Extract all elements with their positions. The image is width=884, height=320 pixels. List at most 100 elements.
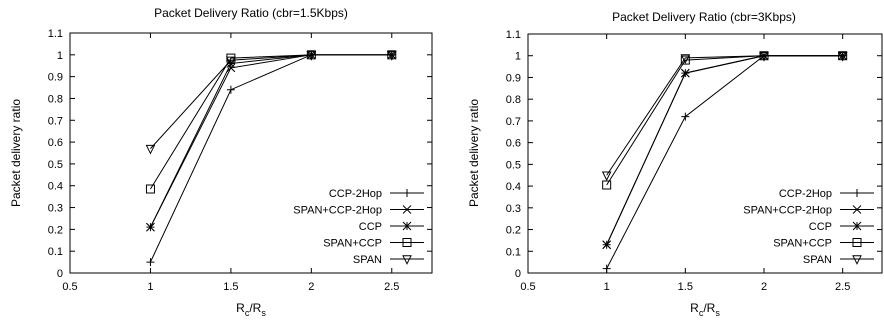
chart-left-legend: CCP-2Hop SPAN+CCP-2Hop CCP SPAN+CCP SPAN xyxy=(293,188,424,266)
legend-label: SPAN xyxy=(353,254,382,266)
series-line-span xyxy=(606,55,843,176)
data-point-ccp-2hop xyxy=(602,264,611,273)
x-tick-label: 2 xyxy=(761,281,767,293)
data-point-ccp xyxy=(602,240,612,250)
series-span xyxy=(145,51,397,155)
y-tick-label: 0.5 xyxy=(506,159,521,171)
series-line-ccp-2hop xyxy=(149,54,392,263)
series-span-ccp-2hop xyxy=(602,51,848,250)
y-tick-label: 0.6 xyxy=(48,137,63,149)
legend-item-span: SPAN xyxy=(803,254,874,266)
legend-item-span-ccp-2hop: SPAN+CCP-2Hop xyxy=(743,205,874,217)
series-line-span-ccp xyxy=(606,55,843,186)
chart-left-series xyxy=(145,50,397,267)
legend-label: CCP xyxy=(359,221,382,233)
legend-item-ccp: CCP xyxy=(359,221,424,233)
y-tick-label: 0.7 xyxy=(48,115,63,127)
x-tick-label: 1.5 xyxy=(678,281,693,293)
data-point-ccp-2hop xyxy=(681,112,690,121)
y-tick-label: 0 xyxy=(515,268,521,280)
chart-right-series xyxy=(601,51,848,273)
legend-marker xyxy=(403,189,411,197)
legend-marker xyxy=(852,255,862,265)
data-point-span xyxy=(680,54,691,64)
legend-item-span-ccp: SPAN+CCP xyxy=(323,238,424,250)
chart-right-x-ticks: 0.5 1 1.5 2 2.5 xyxy=(520,34,850,293)
y-tick-label: 0.7 xyxy=(506,116,521,128)
legend-label: CCP-2Hop xyxy=(779,188,832,200)
y-tick-label: 1.1 xyxy=(506,29,521,41)
legend-label: SPAN+CCP-2Hop xyxy=(293,205,382,217)
legend-item-ccp: CCP xyxy=(809,221,874,233)
legend-marker xyxy=(402,221,412,231)
y-tick-label: 1.1 xyxy=(48,28,63,40)
y-tick-label: 0.1 xyxy=(48,246,63,258)
chart-left-y-ticks: 0 0.1 0.2 0.3 0.4 0.5 0.6 0.7 0.8 0.9 1 1.1 xyxy=(48,28,432,280)
x-tick-label: 0.5 xyxy=(520,281,535,293)
data-point-span xyxy=(226,56,236,67)
legend-item-span: SPAN xyxy=(353,254,424,266)
data-point-span xyxy=(837,52,848,62)
y-tick-label: 0.8 xyxy=(506,94,521,106)
y-tick-label: 0.3 xyxy=(48,203,63,215)
data-point-span xyxy=(386,51,397,61)
chart-right-x-axis-label: Rc/Rs xyxy=(690,301,720,318)
data-point-span xyxy=(306,51,317,61)
y-tick-label: 0.9 xyxy=(48,72,63,84)
data-point-ccp-2hop xyxy=(146,258,155,267)
series-line-span xyxy=(150,54,392,149)
data-point-span-ccp xyxy=(145,184,155,194)
x-tick-label: 1 xyxy=(604,281,610,293)
y-tick-label: 0 xyxy=(57,268,63,280)
series-line-ccp xyxy=(149,54,392,228)
y-tick-label: 0.4 xyxy=(506,181,521,193)
legend-marker xyxy=(402,205,412,214)
series-span-ccp xyxy=(602,51,848,190)
data-point-span xyxy=(759,52,769,62)
y-tick-label: 1 xyxy=(515,51,521,63)
y-tick-label: 1 xyxy=(57,50,63,62)
y-tick-label: 0.6 xyxy=(506,138,521,150)
legend-marker xyxy=(402,255,412,265)
data-point-span xyxy=(145,144,156,155)
series-span xyxy=(601,52,848,182)
chart-left-y-axis-label: Packet delivery ratio xyxy=(9,99,23,207)
legend-item-ccp-2hop: CCP-2Hop xyxy=(779,188,874,200)
y-tick-label: 0.3 xyxy=(506,203,521,215)
data-point-ccp xyxy=(680,68,690,78)
y-tick-label: 0.1 xyxy=(506,246,521,258)
y-tick-label: 0.4 xyxy=(48,181,63,193)
data-point-span-ccp xyxy=(680,55,690,65)
legend-marker xyxy=(853,189,861,197)
data-point-span xyxy=(601,171,612,182)
x-tick-label: 2 xyxy=(308,281,314,293)
data-point-ccp-2hop xyxy=(226,85,235,94)
chart-left-title: Packet Delivery Ratio (cbr=1.5Kbps) xyxy=(154,6,348,20)
y-tick-label: 0.5 xyxy=(48,159,63,171)
x-tick-label: 1.5 xyxy=(223,281,238,293)
chart-left-x-axis-label: Rc/Rs xyxy=(236,301,266,318)
legend-marker xyxy=(852,221,862,231)
legend-label: CCP xyxy=(809,221,832,233)
chart-right-legend: CCP-2Hop SPAN+CCP-2Hop CCP SPAN+CCP SPAN xyxy=(743,188,874,266)
chart-right-plot-frame xyxy=(527,33,883,274)
legend-label: SPAN+CCP xyxy=(323,238,382,250)
data-point-ccp xyxy=(387,50,397,60)
chart-left: Packet Delivery Ratio (cbr=1.5Kbps) 0 0.1… xyxy=(9,6,433,318)
legend-label: SPAN xyxy=(803,254,832,266)
legend-marker xyxy=(852,238,862,247)
chart-right-y-axis-label: Packet delivery ratio xyxy=(467,99,481,207)
data-point-span-ccp-2hop xyxy=(226,63,236,73)
x-tick-label: 2.5 xyxy=(835,281,850,293)
legend-marker xyxy=(852,205,862,214)
chart-right: Packet Delivery Ratio (cbr=3Kbps) 00.10.… xyxy=(467,10,883,318)
legend-label: SPAN+CCP-2Hop xyxy=(743,205,832,217)
chart-left-x-ticks: 0.5 1 1.5 2 2.5 xyxy=(62,33,399,293)
x-tick-label: 1 xyxy=(147,281,153,293)
legend-label: CCP-2Hop xyxy=(329,188,382,200)
data-point-ccp xyxy=(146,222,155,232)
legend-item-span-ccp-2hop: SPAN+CCP-2Hop xyxy=(293,205,424,217)
y-tick-label: 0.9 xyxy=(506,72,521,84)
x-tick-label: 0.5 xyxy=(62,281,77,293)
